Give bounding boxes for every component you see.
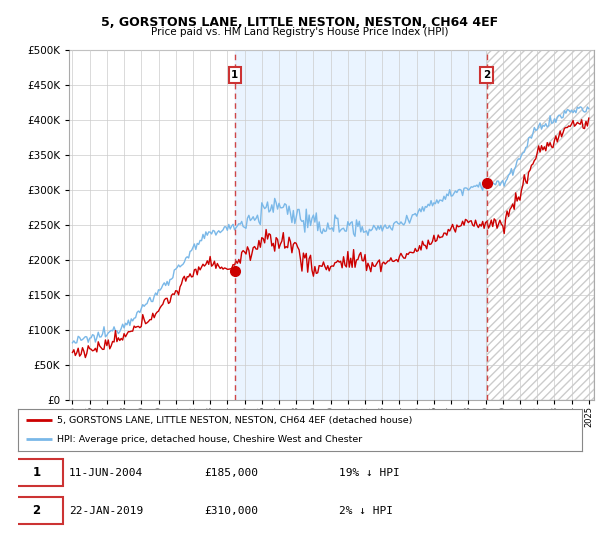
Text: 5, GORSTONS LANE, LITTLE NESTON, NESTON, CH64 4EF (detached house): 5, GORSTONS LANE, LITTLE NESTON, NESTON,…	[58, 416, 413, 424]
Bar	[487, 50, 594, 400]
Text: 1: 1	[32, 466, 41, 479]
Text: 11-JUN-2004: 11-JUN-2004	[69, 468, 143, 478]
Text: 1: 1	[232, 70, 239, 80]
FancyBboxPatch shape	[10, 497, 63, 524]
Text: 2: 2	[483, 70, 490, 80]
Bar	[235, 50, 487, 400]
FancyBboxPatch shape	[10, 459, 63, 486]
Text: 2: 2	[32, 504, 41, 517]
Text: HPI: Average price, detached house, Cheshire West and Chester: HPI: Average price, detached house, Ches…	[58, 435, 363, 444]
Text: Price paid vs. HM Land Registry's House Price Index (HPI): Price paid vs. HM Land Registry's House …	[151, 27, 449, 37]
Text: 2% ↓ HPI: 2% ↓ HPI	[340, 506, 394, 516]
Text: 19% ↓ HPI: 19% ↓ HPI	[340, 468, 400, 478]
Text: 22-JAN-2019: 22-JAN-2019	[69, 506, 143, 516]
Text: £310,000: £310,000	[204, 506, 258, 516]
Text: £185,000: £185,000	[204, 468, 258, 478]
Text: 5, GORSTONS LANE, LITTLE NESTON, NESTON, CH64 4EF: 5, GORSTONS LANE, LITTLE NESTON, NESTON,…	[101, 16, 499, 29]
